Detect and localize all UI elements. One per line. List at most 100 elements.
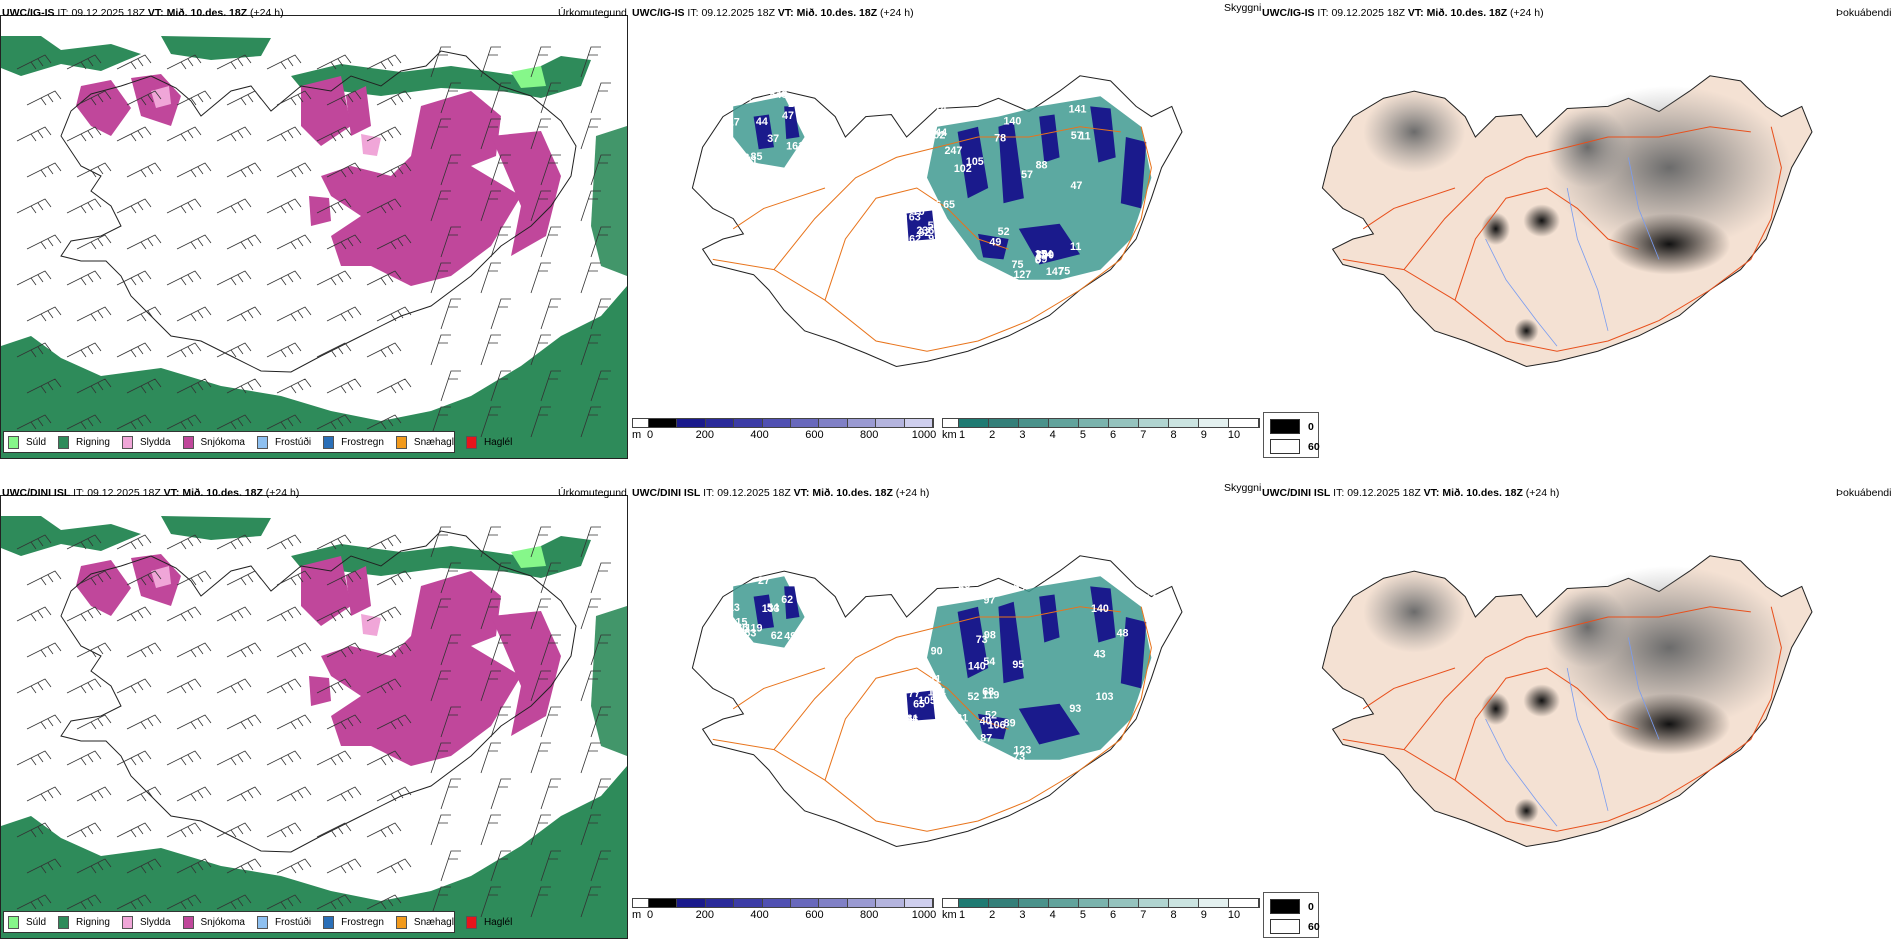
legend-swatch [182,915,194,929]
wind-barb [16,678,52,694]
wind-barb [116,750,152,766]
colorbar-tick: 2 [989,909,996,921]
colorbar-tick: 3 [1019,429,1026,441]
colorbar-cell [648,419,678,427]
ceiling-label: 66 [983,763,995,775]
wind-barb [326,162,362,178]
precip-type-panel: Súld Rigning Slydda Snjókoma Frostúði Frostre… [0,15,628,459]
wind-barb [440,370,461,402]
panel-header: UWC/IG-IS IT: 09.12.2025 18Z VT: Mið. 10… [1262,7,1544,20]
ceiling-label: 140 [968,661,986,673]
legend-swatch [58,915,70,929]
vt-label: VT: [1423,487,1440,499]
wind-barb [66,198,102,214]
it-label: IT: [1333,487,1345,499]
wind-barb [26,378,62,394]
precip-type-legend: Súld Rigning Slydda Snjókoma Frostúði Frostre… [3,911,512,933]
ceiling-label: 102 [927,130,945,142]
wind-barb [166,270,202,286]
legend-swatch [182,435,194,449]
wind-barb [266,606,302,622]
ceiling-label: 90 [931,646,943,658]
wind-barb [580,406,601,438]
ceiling-label: 74 [935,102,947,114]
legend-label: Frostregn [341,916,384,928]
colorbar-tick: 600 [805,429,824,441]
wind-barb [366,678,402,694]
wind-barb [76,714,112,730]
wind-barb [490,154,511,186]
wind-barb [16,894,52,910]
colorbar-cell [943,419,959,427]
wind-barb [26,90,62,106]
ceiling-label: 61 [907,713,919,725]
ceiling-label: 62 [909,234,921,246]
ceiling-label: 130 [987,288,1005,300]
wind-barb [540,226,561,258]
legend-label: Haglél [483,436,513,448]
panel-header: UWC/DINI ISL IT: 09.12.2025 18Z VT: Mið.… [1262,487,1559,500]
ceiling-label: 70 [913,206,925,218]
wind-barb [530,262,551,294]
fog-shading [1363,566,1792,824]
vt-label: VT: [163,487,180,499]
it-label: IT: [73,487,85,499]
legend-item-frostúði: Frostúði [256,915,311,929]
wind-barb [540,850,561,882]
wind-barb [580,598,601,630]
legend-item-slydda: Slydda [121,915,171,929]
wind-barb [490,370,511,402]
wind-barb [490,706,511,738]
colorbar-tick: 200 [695,909,714,921]
wind-barb [540,706,561,738]
ceiling-label: 85 [751,151,763,163]
legend-swatch [323,915,335,929]
wind-barb [580,742,601,774]
colorbar-cell [1199,419,1230,427]
ceiling-label: 123 [1013,745,1031,757]
wind-barb [216,606,252,622]
fog-legend: 0 60 [1263,412,1320,458]
it-value: 09.12.2025 18Z [1331,7,1405,19]
ceiling-label: 127 [1013,269,1031,281]
wind-barb [316,894,352,910]
wind-barb [376,306,412,322]
wind-barb [216,54,252,70]
ceiling-label: 106 [988,719,1006,731]
wind-barb [26,570,62,586]
wind-barb [376,162,412,178]
wind-barb [166,894,202,910]
legend-item-rigning: Rigning [58,915,110,929]
ceiling-label: 68 [958,583,970,595]
wind-barb [376,570,412,586]
precip-type-map [1,36,627,458]
wind-barb [540,634,561,666]
wind-barb [16,198,52,214]
wind-barb [216,270,252,286]
wind-barb [176,306,212,322]
wind-barb [216,198,252,214]
ceiling-label: 98 [928,233,940,245]
lead-time: (+24 h) [880,7,914,19]
ceiling-label: 140 [1145,593,1163,605]
ceiling-label: 98 [984,630,996,642]
wind-barb [326,786,362,802]
ceiling-label: 62 [781,594,793,606]
wind-barb [226,570,262,586]
colorbar-cell [819,899,848,907]
colorbar-tick: 2 [989,429,996,441]
colorbar-tick: 9 [1200,429,1207,441]
wind-barb [76,378,112,394]
wind-barb [440,706,461,738]
wind-barb [216,894,252,910]
legend-item-frostúði: Frostúði [256,435,311,449]
colorbar-tick: 3 [1019,909,1026,921]
snow-areas [76,554,561,766]
ceiling-label: 37 [767,133,779,145]
ceiling-label: 102 [795,647,813,659]
wind-barb [266,534,302,550]
colorbar-cell [677,419,706,427]
river-network [1485,157,1660,347]
wind-barb [430,526,451,558]
wind-barb [530,886,551,918]
